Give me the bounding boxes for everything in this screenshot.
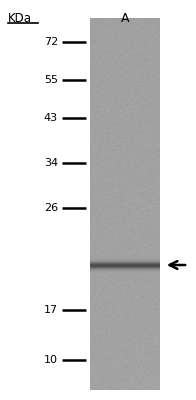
Text: 72: 72 — [44, 37, 58, 47]
Text: 26: 26 — [44, 203, 58, 213]
Text: 43: 43 — [44, 113, 58, 123]
Text: 34: 34 — [44, 158, 58, 168]
Text: KDa: KDa — [8, 12, 32, 25]
Text: 17: 17 — [44, 305, 58, 315]
Text: 55: 55 — [44, 75, 58, 85]
Text: 10: 10 — [44, 355, 58, 365]
Text: A: A — [121, 12, 129, 25]
